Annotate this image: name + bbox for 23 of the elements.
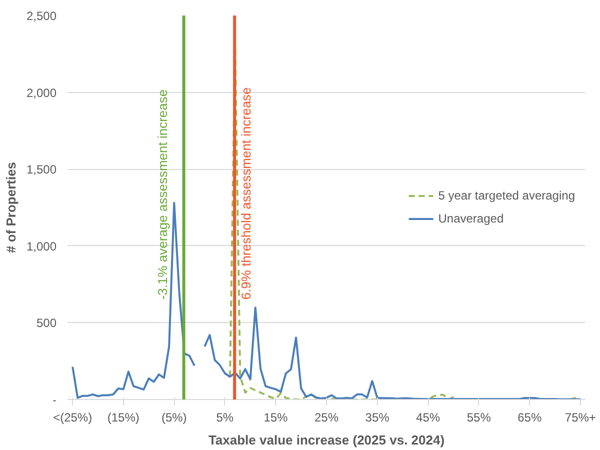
x-tick-label: 25% [314,410,339,424]
x-tick-label: <(25%) [53,410,92,424]
x-tick-label: 65% [518,410,542,424]
x-tick-label: 45% [416,410,440,424]
ref-line-label: -3.1% average assessment increase [154,89,170,300]
x-tick-label: 15% [264,410,288,424]
y-axis-title: # of Properties [3,162,18,254]
x-tick-label: 55% [466,410,492,424]
y-tick-label: 1,500 [26,162,57,177]
y-tick-label: 2,000 [26,86,57,100]
y-tick-label: 500 [36,316,57,330]
y-tick-label: 1,000 [26,239,57,254]
x-axis-title: Taxable value increase (2025 vs. 2024) [208,432,445,448]
x-tick-label: 35% [365,410,390,424]
legend-label: 5 year targeted averaging [438,188,575,202]
x-tick-label: 5% [216,410,234,424]
y-tick-label: 2,500 [26,9,57,23]
y-tick-label: - [52,393,57,407]
ref-line-label: 6.9% threshold assessment increase [238,87,254,300]
legend-label: Unaveraged [438,212,504,226]
x-tick-label: 75%+ [564,410,596,424]
x-tick-label: (15%) [107,410,140,424]
x-tick-label: (5%) [161,410,187,424]
